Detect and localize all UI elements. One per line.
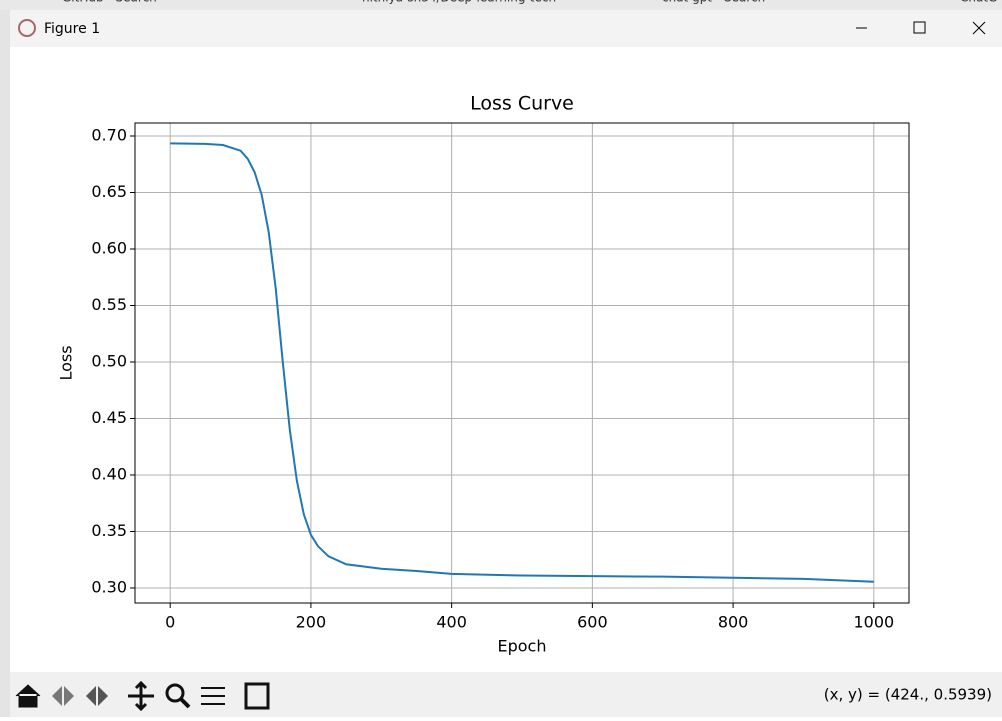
background-window <box>0 10 10 717</box>
x-tick-label: 1000 <box>853 613 894 632</box>
chart: Loss Curve Epoch Loss 0 200 400 600 800 1000 0.30… <box>57 93 910 656</box>
configure-button[interactable] <box>201 687 225 705</box>
pan-button[interactable] <box>128 680 154 712</box>
x-tick-label: 800 <box>718 613 749 632</box>
y-tick-label: 0.55 <box>91 295 127 314</box>
y-tick-label: 0.30 <box>91 577 127 596</box>
app-icon <box>18 19 36 37</box>
browser-tab[interactable]: ChatG <box>960 0 997 5</box>
y-tick-label: 0.35 <box>91 521 127 540</box>
x-axis-label: Epoch <box>498 637 547 656</box>
y-tick-label: 0.70 <box>91 125 127 144</box>
status-text: (x, y) = (424., 0.5939) <box>824 686 992 704</box>
browser-tab[interactable]: chat gpt - Search <box>662 0 765 5</box>
close-button[interactable] <box>972 21 986 35</box>
home-button[interactable] <box>15 684 41 708</box>
plot-frame <box>134 122 910 604</box>
x-tick-label: 0 <box>165 613 175 632</box>
y-tick-label: 0.60 <box>91 238 127 257</box>
zoom-handle <box>179 697 191 709</box>
y-tick-label: 0.65 <box>91 182 127 201</box>
y-tick-label: 0.45 <box>91 408 127 427</box>
browser-tab[interactable]: GitHub - Search <box>62 0 157 5</box>
maximize-button[interactable] <box>913 21 926 34</box>
x-tick-label: 400 <box>436 613 467 632</box>
forward-button[interactable] <box>86 686 108 706</box>
chart-title: Loss Curve <box>470 93 574 115</box>
y-axis-label: Loss <box>57 345 76 380</box>
y-tick-label: 0.50 <box>91 351 127 370</box>
loss-line <box>170 142 874 583</box>
x-tick-label: 200 <box>296 613 327 632</box>
title-bar <box>10 10 1002 47</box>
browser-tab-bar <box>0 0 1002 10</box>
back-button[interactable] <box>52 686 74 706</box>
x-tick-label: 600 <box>577 613 608 632</box>
toolbar <box>10 672 1002 717</box>
save-button[interactable] <box>244 682 270 710</box>
browser-tab[interactable]: nithiya-sh34/Deep-learning-tech <box>362 0 556 5</box>
zoom-button[interactable] <box>165 683 185 703</box>
y-tick-label: 0.40 <box>91 464 127 483</box>
window-title: Figure 1 <box>44 21 100 37</box>
